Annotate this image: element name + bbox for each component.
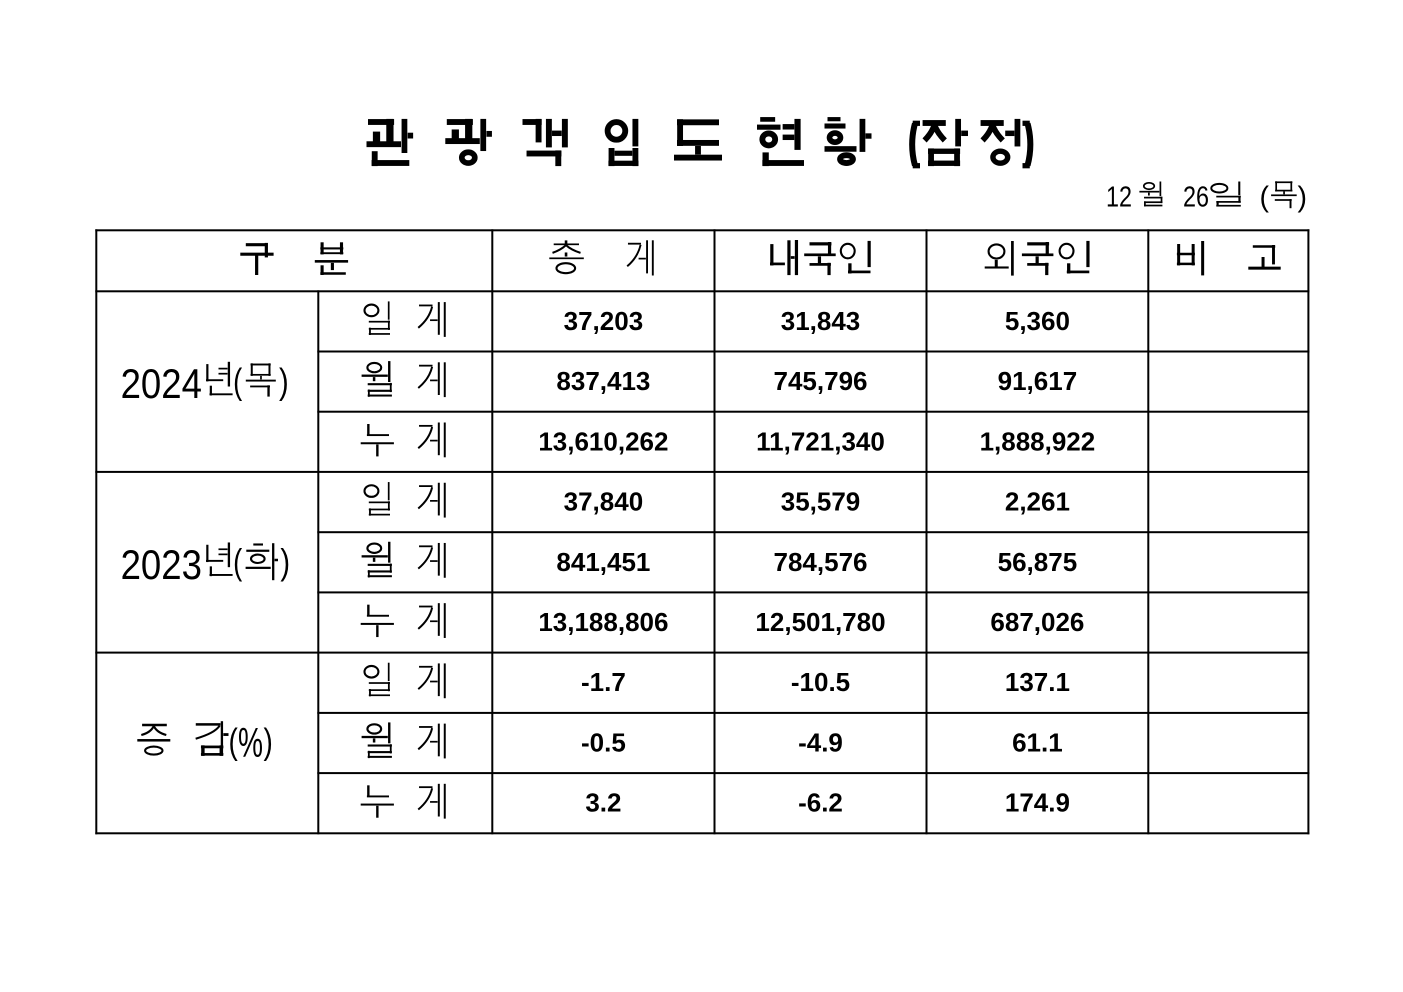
svg-text:12,501,780: 12,501,780 [755,607,885,637]
svg-text:35,579: 35,579 [781,487,861,517]
svg-text:687,026: 687,026 [990,607,1084,637]
svg-text:): ) [279,360,289,401]
svg-text:-0.5: -0.5 [581,727,626,757]
svg-text:2023: 2023 [121,541,202,588]
svg-text:): ) [280,541,290,582]
svg-text:841,451: 841,451 [556,547,650,577]
svg-text:2,261: 2,261 [1005,487,1070,517]
svg-text:745,796: 745,796 [774,366,868,396]
svg-text:-4.9: -4.9 [798,727,843,757]
svg-text:12: 12 [1106,181,1132,213]
svg-text:61.1: 61.1 [1012,727,1063,757]
svg-text:-10.5: -10.5 [791,667,850,697]
svg-text:26: 26 [1183,181,1209,213]
svg-text:31,843: 31,843 [781,306,861,336]
svg-text:837,413: 837,413 [556,366,650,396]
svg-text:-6.2: -6.2 [798,788,843,818]
svg-text:13,188,806: 13,188,806 [538,607,668,637]
svg-text:174.9: 174.9 [1005,788,1070,818]
svg-text:5,360: 5,360 [1005,306,1070,336]
svg-text:-1.7: -1.7 [581,667,626,697]
svg-text:(: ( [233,360,242,401]
svg-text:56,875: 56,875 [998,547,1078,577]
svg-text:91,617: 91,617 [998,366,1078,396]
svg-text:%: % [238,719,263,766]
svg-text:1,888,922: 1,888,922 [980,426,1096,456]
svg-text:): ) [264,720,273,761]
svg-text:13,610,262: 13,610,262 [538,426,668,456]
svg-text:37,840: 37,840 [564,487,644,517]
svg-text:(: ( [1260,181,1270,213]
svg-text:3.2: 3.2 [585,788,621,818]
svg-text:37,203: 37,203 [564,306,644,336]
svg-text:(: ( [233,541,242,582]
svg-text:(: ( [229,720,238,761]
svg-text:784,576: 784,576 [774,547,868,577]
svg-text:11,721,340: 11,721,340 [756,426,885,456]
svg-text:137.1: 137.1 [1005,667,1070,697]
svg-text:): ) [1298,181,1308,213]
svg-text:2024: 2024 [121,360,202,407]
